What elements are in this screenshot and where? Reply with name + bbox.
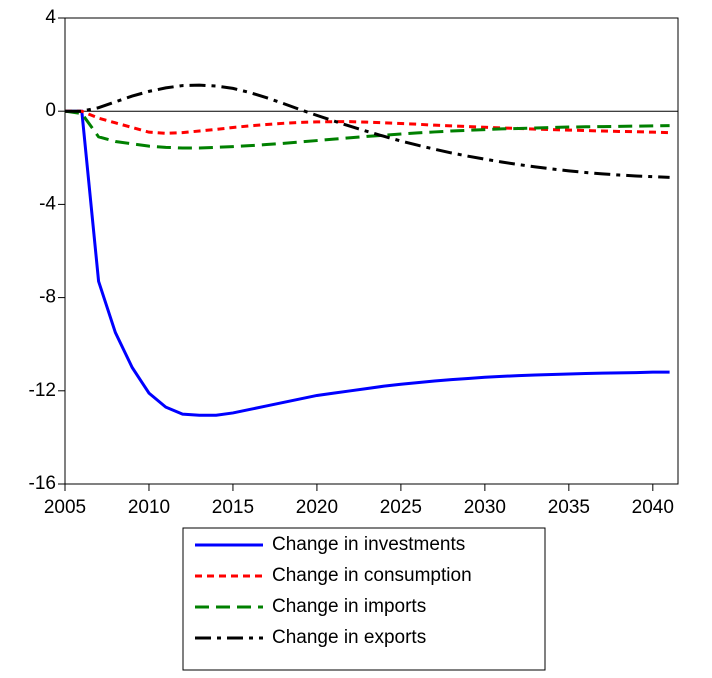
legend-label: Change in imports bbox=[272, 596, 426, 617]
y-tick-label: 4 bbox=[45, 7, 56, 28]
y-tick-label: 0 bbox=[45, 100, 56, 121]
x-tick-label: 2040 bbox=[632, 497, 674, 518]
legend-label: Change in exports bbox=[272, 627, 426, 648]
x-tick-label: 2035 bbox=[548, 497, 590, 518]
plot-frame bbox=[64, 17, 679, 485]
series-line bbox=[65, 109, 670, 135]
y-tick-label: -16 bbox=[29, 473, 56, 494]
series-line bbox=[64, 109, 670, 150]
legend-label: Change in consumption bbox=[272, 565, 472, 586]
x-tick-label: 2005 bbox=[44, 497, 86, 518]
x-tick-label: 2010 bbox=[128, 497, 170, 518]
legend-label: Change in investments bbox=[272, 534, 465, 555]
x-tick-label: 2020 bbox=[296, 497, 338, 518]
series-line bbox=[65, 109, 670, 417]
y-tick-label: -12 bbox=[29, 380, 56, 401]
x-tick-label: 2025 bbox=[380, 497, 422, 518]
y-tick-label: -4 bbox=[39, 193, 56, 214]
y-tick-label: -8 bbox=[39, 287, 56, 308]
x-tick-label: 2015 bbox=[212, 497, 254, 518]
series-line bbox=[65, 83, 670, 179]
x-tick-label: 2030 bbox=[464, 497, 506, 518]
legend-box bbox=[182, 527, 546, 671]
